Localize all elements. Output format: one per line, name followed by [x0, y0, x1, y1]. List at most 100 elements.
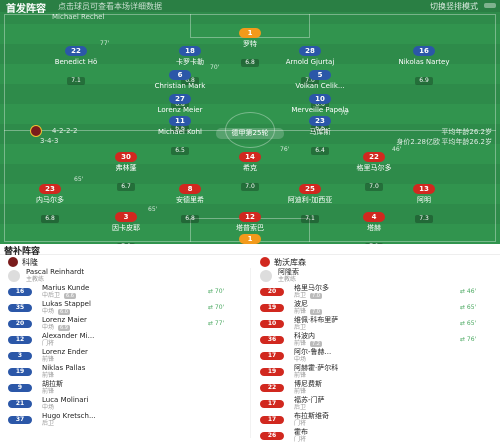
- player-marker[interactable]: 18 卡罗卡勒 6.8: [158, 38, 222, 86]
- bench-player-row[interactable]: 17 布拉斯维奇 门将: [260, 412, 329, 427]
- player-marker[interactable]: 8 安德里希 6.8: [158, 176, 222, 224]
- player-name: Arnold Gjurtaj: [285, 58, 335, 66]
- player-marker[interactable]: 14 希克 7.0: [218, 144, 282, 192]
- player-number: 5: [309, 70, 331, 80]
- player-marker[interactable]: 5 Volkan Celik... 6.6: [288, 62, 352, 110]
- bench-player-name: 科波内: [294, 332, 315, 340]
- bench-section: 替补阵容 科隆 勒沃库森 Pascal Reinhardt 主教练 阿隆索 主教…: [0, 244, 500, 443]
- bench-player-row[interactable]: 35 Lukas Stappel 中场 6.0: [8, 300, 91, 315]
- player-name: Benedict Hö: [54, 58, 98, 66]
- bench-player-number: 17: [260, 351, 284, 360]
- bench-player-row[interactable]: 17 福苏-门萨 后卫: [260, 396, 325, 411]
- player-marker[interactable]: 23 马库斯 6.4: [288, 108, 352, 156]
- bench-home-team-name: 科隆: [22, 257, 38, 267]
- bench-player-position: 后卫: [294, 324, 307, 331]
- player-number: 1: [239, 28, 261, 38]
- home-team-icon: [8, 257, 18, 267]
- bench-player-row[interactable]: 22 博尼费斯 前锋: [260, 380, 322, 395]
- home-avg-age: 平均年龄26.2岁: [441, 128, 492, 136]
- bench-player-row[interactable]: 17 阿尔-鲁赫... 中场: [260, 348, 331, 363]
- player-marker[interactable]: 11 Michael Kohl 6.5: [148, 108, 212, 156]
- bench-player-number: 37: [8, 415, 32, 424]
- lineup-subtitle: 点击球员可查看本场详细数据: [58, 2, 162, 11]
- player-name: Michael Kohl: [158, 128, 202, 136]
- bench-home-team: 科隆: [8, 256, 38, 268]
- player-rating: 6.8: [171, 101, 189, 109]
- player-marker[interactable]: 22 Benedict Hö 7.1: [44, 38, 108, 86]
- player-number: 4: [363, 212, 385, 222]
- player-marker[interactable]: 10 Merveille Papela 6.6: [288, 86, 352, 134]
- player-name: 罗特: [243, 40, 257, 48]
- coach-role: 主教练: [278, 276, 297, 283]
- player-rating: 6.5: [171, 147, 189, 155]
- away-coach-row[interactable]: 阿隆索 主教练: [260, 268, 299, 283]
- bench-player-row[interactable]: 20 格里马尔多 后卫 7.0: [260, 284, 329, 299]
- player-name: Christian Mark: [154, 82, 206, 90]
- bench-player-row[interactable]: 36 科波内 前锋 7.2: [260, 332, 322, 347]
- player-marker[interactable]: 30 弗林蓬 6.7: [94, 144, 158, 192]
- player-marker[interactable]: 22 格里马尔多 7.0: [342, 144, 406, 192]
- player-number: 10: [309, 94, 331, 104]
- substitution-minute: 65': [148, 206, 158, 213]
- player-number: 1: [239, 234, 261, 244]
- bench-player-position: 中场 6.9: [42, 324, 70, 331]
- coach-name: Pascal Reinhardt: [26, 268, 85, 276]
- bench-player-number: 21: [8, 399, 32, 408]
- bench-player-position: 前锋 7.2: [294, 340, 322, 347]
- bench-player-row[interactable]: 20 Lorenz Maier 中场 6.9: [8, 316, 87, 331]
- player-rating: 6.8: [181, 215, 199, 223]
- player-name: 希克: [243, 164, 257, 172]
- player-marker[interactable]: 28 Arnold Gjurtaj 7.0: [278, 38, 342, 86]
- bench-player-number: 19: [8, 367, 32, 376]
- bench-player-position: 前锋: [42, 372, 55, 379]
- player-marker[interactable]: 1赫拉德基7.6: [218, 226, 282, 244]
- bench-player-row[interactable]: 3 Lorenz Ender 前锋: [8, 348, 88, 363]
- bench-player-row[interactable]: 19 Niklas Pallas 前锋: [8, 364, 85, 379]
- bench-player-row[interactable]: 9 胡拉斯 前锋: [8, 380, 63, 395]
- player-number: 3: [115, 212, 137, 222]
- bench-player-row[interactable]: 19 阿赫霍·萨尔科 前锋: [260, 364, 338, 379]
- player-name: 卡罗卡勒: [176, 58, 204, 66]
- player-marker[interactable]: 27 Lorenz Meier 6.6: [148, 86, 212, 134]
- bench-player-row[interactable]: 26 霍布 门将: [260, 428, 308, 443]
- bench-player-row[interactable]: 37 Hugo Kretsch... 后卫: [8, 412, 96, 427]
- bench-player-row[interactable]: 21 Luca Molinari 中场: [8, 396, 88, 411]
- bench-player-name: Marius Kunde: [42, 284, 90, 292]
- bench-player-position: 前锋: [294, 372, 307, 379]
- bench-player-name: 胡拉斯: [42, 380, 63, 388]
- home-coach-row[interactable]: Pascal Reinhardt 主教练: [8, 268, 84, 283]
- bench-player-position: 中后卫 6.6: [42, 292, 76, 299]
- bench-sub-minute: ⇄ 70': [208, 304, 225, 311]
- player-number: 13: [413, 184, 435, 194]
- player-number: 23: [309, 116, 331, 126]
- player-marker[interactable]: 3 因卡皮耶 7.0: [94, 204, 158, 244]
- player-marker[interactable]: 25 阿迪利-加西亚 7.1: [278, 176, 342, 224]
- away-formation-left: 3-4-3: [40, 137, 59, 145]
- player-name: 格里马尔多: [356, 164, 392, 172]
- bench-player-row[interactable]: 12 Alexander Mi... 门将: [8, 332, 94, 347]
- player-marker[interactable]: 1 罗特 6.8: [218, 20, 282, 68]
- bench-divider: [250, 268, 251, 438]
- bench-player-row[interactable]: 16 Marius Kunde 中后卫 6.6: [8, 284, 89, 299]
- toggle-icon[interactable]: [484, 3, 496, 8]
- toggle-layout-link[interactable]: 切换竖排模式: [430, 2, 478, 11]
- player-marker[interactable]: 13 阿明 7.3: [392, 176, 456, 224]
- player-number: 28: [299, 46, 321, 56]
- bench-player-name: 波尼: [294, 300, 308, 308]
- bench-header: 替补阵容: [0, 244, 500, 257]
- bench-player-row[interactable]: 10 维佩·科布里萨 后卫: [260, 316, 338, 331]
- player-marker[interactable]: 6 Christian Mark 6.8: [148, 62, 212, 110]
- bench-player-row[interactable]: 19 波尼 前锋 7.0: [260, 300, 322, 315]
- player-marker[interactable]: 23 内马尔多 6.8: [18, 176, 82, 224]
- pitch-stripe: [0, 64, 500, 84]
- player-number: 22: [363, 152, 385, 162]
- bench-player-number: 17: [260, 415, 284, 424]
- player-marker[interactable]: 4 塔赫 7.1: [342, 204, 406, 244]
- player-number: 16: [413, 46, 435, 56]
- away-avg-age: 平均年龄26.2岁: [441, 138, 492, 146]
- player-marker[interactable]: 16 Nikolas Nartey 6.9: [392, 38, 456, 86]
- bench-sub-minute: ⇄ 65': [460, 304, 477, 311]
- player-name: 阿迪利-加西亚: [287, 196, 333, 204]
- bench-player-number: 19: [260, 303, 284, 312]
- player-rating: 6.8: [181, 77, 199, 85]
